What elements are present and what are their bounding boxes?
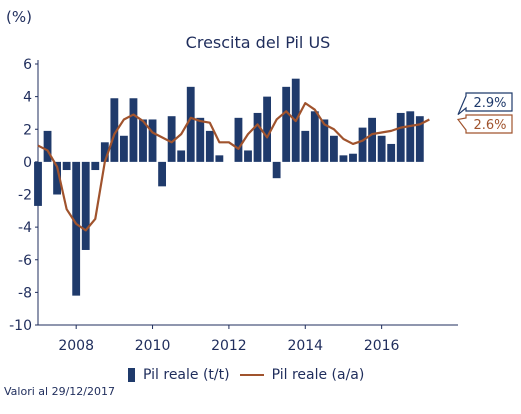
x-tick-label: 2008: [58, 338, 94, 354]
bar: [215, 155, 224, 162]
bar: [387, 143, 396, 162]
y-tick-label: -10: [9, 318, 32, 334]
bar: [368, 117, 377, 162]
bar: [81, 161, 90, 250]
bar: [349, 153, 357, 162]
x-tick-label: 2012: [211, 338, 247, 354]
bar: [53, 161, 62, 195]
legend-item-bar: Pil reale (t/t): [128, 367, 230, 383]
bar-series: [34, 78, 424, 296]
y-tick-label: -6: [18, 253, 32, 269]
bar: [158, 161, 167, 187]
bar: [339, 155, 348, 162]
line-end-callout-label: 2.6%: [473, 118, 506, 133]
bar: [43, 130, 52, 162]
bar: [282, 86, 291, 162]
bar: [272, 161, 281, 179]
y-tick-label: 2: [23, 122, 32, 138]
bar: [186, 86, 195, 162]
bar: [167, 116, 176, 162]
bar: [205, 130, 214, 162]
bar: [62, 161, 71, 171]
bar: [110, 98, 119, 162]
y-tick-label: 4: [23, 90, 32, 106]
y-tick-label: -4: [18, 220, 32, 236]
y-tick-label: -8: [18, 285, 32, 301]
bar: [234, 117, 243, 162]
legend-item-line: Pil reale (a/a): [239, 367, 365, 383]
bar: [196, 117, 205, 162]
bar: [119, 135, 128, 162]
bar: [301, 130, 310, 162]
legend-label-bar: Pil reale (t/t): [143, 367, 230, 383]
bar: [310, 111, 319, 162]
axes: -10 -8 -6 -4 -2 0 2 4 6 2008 2010 2012 2014 2016: [9, 57, 458, 354]
y-tick-label: 0: [23, 155, 32, 171]
bar: [129, 98, 138, 162]
bar: [415, 116, 424, 162]
line-path: [37, 102, 430, 232]
bar: [253, 112, 262, 162]
bar: [34, 161, 42, 206]
bar: [72, 161, 81, 296]
bar: [396, 112, 405, 162]
bar-end-callout-box: [457, 92, 513, 116]
y-tick-label: -2: [18, 188, 32, 204]
bar: [263, 96, 272, 162]
footnote: Valori al 29/12/2017: [4, 385, 115, 398]
bar: [320, 119, 329, 162]
bar: [406, 111, 415, 162]
bar: [244, 150, 252, 162]
bar: [91, 161, 100, 171]
line-end-callout-box: [456, 114, 513, 134]
bar: [100, 142, 109, 162]
bar: [139, 119, 147, 162]
y-tick-label: 6: [23, 57, 32, 73]
bar: [377, 135, 386, 162]
bar-end-callout-label: 2.9%: [473, 96, 506, 111]
x-tick-label: 2016: [364, 338, 400, 354]
chart-title: Crescita del Pil US: [186, 33, 331, 52]
legend-line-swatch: [239, 374, 264, 376]
x-tick-label: 2010: [135, 338, 171, 354]
bar: [177, 150, 186, 162]
line-series: [37, 102, 430, 232]
bar: [358, 127, 367, 162]
x-tick-label: 2014: [287, 338, 323, 354]
y-axis-label: (%): [6, 8, 32, 26]
bar: [329, 135, 338, 162]
legend-bar-swatch: [128, 368, 135, 382]
legend: Pil reale (t/t) Pil reale (a/a): [128, 367, 364, 383]
bar: [148, 119, 157, 162]
end-value-callouts: 2.9% 2.6%: [456, 92, 513, 134]
legend-label-line: Pil reale (a/a): [271, 367, 365, 383]
